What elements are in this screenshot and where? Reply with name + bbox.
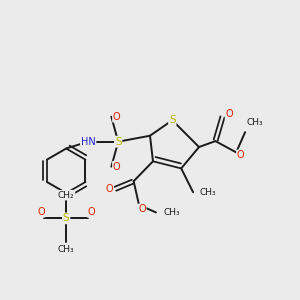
Text: O: O bbox=[105, 184, 113, 194]
Text: O: O bbox=[237, 150, 244, 160]
Text: O: O bbox=[88, 207, 95, 217]
Text: O: O bbox=[37, 207, 45, 217]
Text: S: S bbox=[115, 137, 122, 147]
Text: CH₃: CH₃ bbox=[246, 118, 262, 127]
Text: HN: HN bbox=[81, 137, 96, 147]
Text: CH₂: CH₂ bbox=[58, 191, 74, 200]
Text: CH₃: CH₃ bbox=[164, 208, 180, 217]
Text: O: O bbox=[113, 112, 121, 122]
Text: CH₃: CH₃ bbox=[200, 188, 216, 197]
Text: CH₃: CH₃ bbox=[58, 244, 74, 253]
Text: O: O bbox=[113, 162, 121, 172]
Text: O: O bbox=[138, 204, 146, 214]
Text: S: S bbox=[169, 115, 175, 125]
Text: O: O bbox=[226, 109, 233, 119]
Text: S: S bbox=[63, 213, 70, 224]
